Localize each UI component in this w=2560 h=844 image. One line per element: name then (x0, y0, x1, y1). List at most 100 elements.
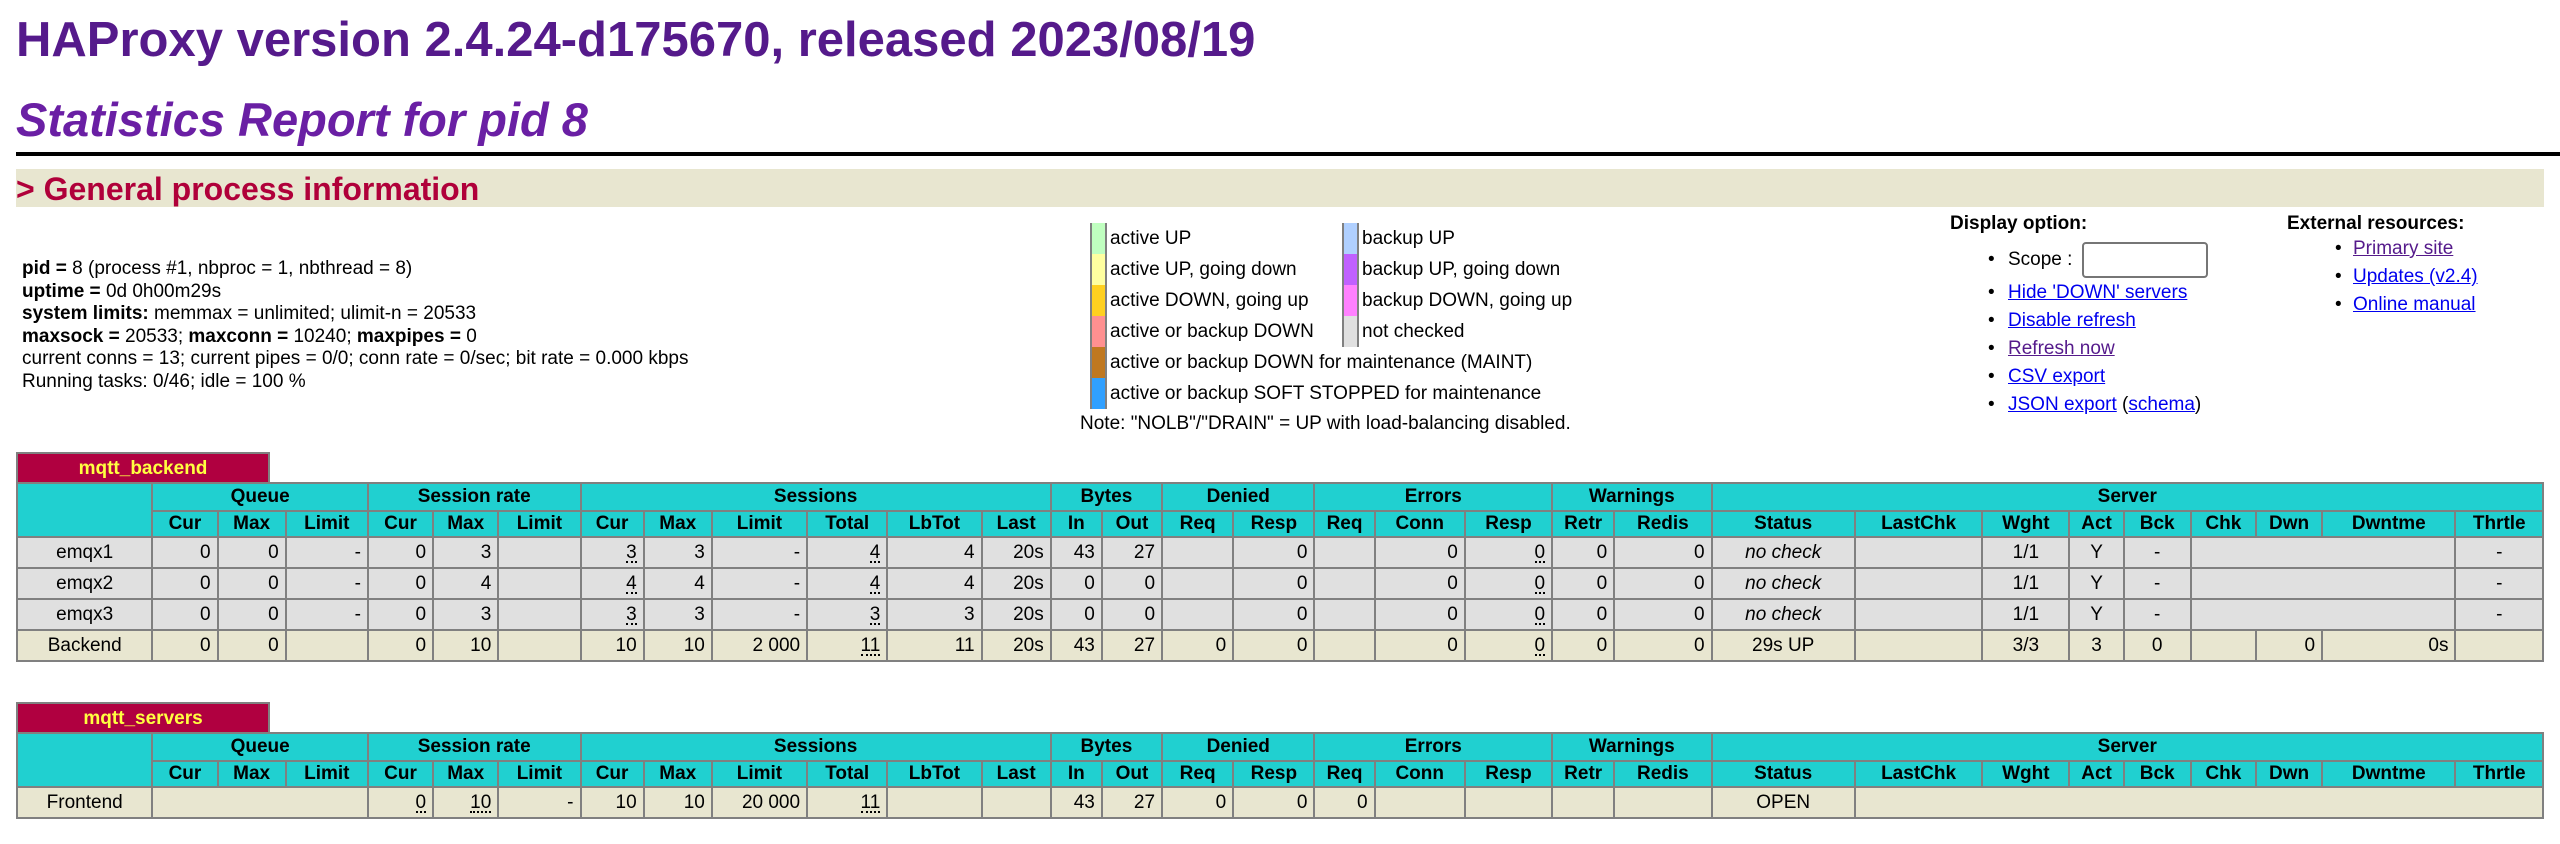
server-empty (1853, 786, 2545, 819)
group-header-server: Server (1710, 482, 2545, 512)
json-export-link[interactable]: JSON export (2008, 394, 2117, 415)
page-title: HAProxy version 2.4.24-d175670, released… (16, 13, 1256, 67)
group-header-session-rate: Session rate (366, 482, 582, 512)
scope-input[interactable] (2081, 241, 2208, 278)
primary-site-link[interactable]: Primary site (2353, 238, 2454, 259)
legend-swatch-icon (1090, 254, 1107, 285)
running-tasks-line: Running tasks: 0/46; idle = 100 % (22, 370, 306, 392)
session-rate-limit (497, 536, 582, 569)
row-name[interactable]: emqx1 (15, 536, 154, 569)
backup: - (2122, 567, 2192, 600)
col-header-req: Req (1313, 510, 1376, 538)
sessions-total: 4 (806, 536, 889, 569)
weight: 1/1 (1981, 536, 2071, 569)
col-header-out: Out (1100, 510, 1164, 538)
sessions-cur-value[interactable]: 3 (626, 541, 637, 563)
server-row: emqx1 0 0-0 3 3 3-4 4 20s 43 27 0 0 0 0 0 no check 1/1 Y -… (15, 536, 2544, 569)
errors-resp-value[interactable]: 0 (1534, 603, 1546, 625)
row-name[interactable]: emqx3 (15, 598, 154, 631)
col-header-max: Max (216, 510, 287, 538)
sessions-total-value[interactable]: 11 (860, 791, 881, 813)
errors-conn: 0 (1373, 629, 1466, 662)
downtime: 0s (2321, 629, 2457, 662)
errors-resp-value[interactable]: 0 (1534, 541, 1546, 563)
online-manual-link[interactable]: Online manual (2353, 294, 2476, 315)
errors-conn: 0 (1373, 567, 1466, 600)
group-header-denied: Denied (1161, 482, 1316, 512)
sessions-total: 11 (806, 629, 889, 662)
col-header-cur: Cur (151, 510, 219, 538)
sessions-lbtot (886, 786, 983, 819)
disable-refresh-link[interactable]: Disable refresh (2008, 310, 2136, 331)
legend-label: active or backup DOWN for maintenance (M… (1110, 352, 1533, 373)
active: Y (2068, 598, 2125, 631)
group-header-errors: Errors (1313, 482, 1554, 512)
col-header-act: Act (2068, 760, 2125, 788)
col-header-lbtot: LbTot (886, 760, 983, 788)
errors-req (1313, 598, 1376, 631)
proxy-name-backend[interactable]: mqtt_backend (16, 452, 270, 483)
warnings-retr: 0 (1551, 567, 1616, 600)
backup: - (2122, 536, 2192, 569)
col-header-status: Status (1710, 510, 1856, 538)
denied-resp: 0 (1232, 629, 1316, 662)
sessions-cur-value[interactable]: 4 (626, 572, 637, 594)
session-rate-max: 4 (432, 567, 500, 600)
lastchk (1853, 629, 1984, 662)
page-subtitle: Statistics Report for pid 8 (16, 93, 588, 146)
updates-link[interactable]: Updates (v2.4) (2353, 266, 2478, 287)
sessions-cur-value[interactable]: 3 (626, 603, 637, 625)
proxy-name-frontend[interactable]: mqtt_servers (16, 702, 270, 733)
errors-resp-value[interactable]: 0 (1534, 572, 1546, 594)
col-header-redis: Redis (1613, 760, 1713, 788)
legend-label: backup UP (1362, 228, 1455, 249)
legend-label: active or backup SOFT STOPPED for mainte… (1110, 383, 1542, 404)
col-header-last: Last (980, 510, 1052, 538)
errors-resp: 0 (1463, 536, 1554, 569)
sessions-total-value[interactable]: 4 (869, 541, 881, 563)
display-options: Display option: Scope : Hide 'DOWN' serv… (1950, 213, 2208, 419)
scope-item: Scope : (1950, 241, 2208, 279)
check-down-downtime (2189, 567, 2457, 600)
sessions-total-value[interactable]: 3 (869, 603, 881, 625)
col-header-limit: Limit (497, 760, 582, 788)
errors-conn (1373, 786, 1466, 819)
syslimits-line: system limits: memmax = unlimited; ulimi… (22, 303, 688, 326)
json-schema-link[interactable]: schema (2128, 394, 2195, 415)
bytes-out: 27 (1100, 629, 1164, 662)
session-rate-limit (497, 629, 582, 662)
external-resources-title: External resources: (2287, 213, 2465, 234)
legend-label: active or backup DOWN (1110, 321, 1314, 342)
sessions-last: 20s (980, 536, 1052, 569)
errors-resp-value[interactable]: 0 (1534, 634, 1546, 656)
lastchk (1853, 536, 1984, 569)
backend-total-row: Backend 0 0 0 10 10 10 2 000 11 11 20s 43 27 0 0 0 0 0 0 29… (15, 629, 2544, 662)
csv-export-link[interactable]: CSV export (2008, 366, 2106, 387)
denied-resp: 0 (1232, 536, 1316, 569)
group-header-bytes: Bytes (1049, 732, 1164, 762)
queue-cur: 0 (151, 567, 219, 600)
legend-label: backup DOWN, going up (1362, 290, 1573, 311)
col-header-retr: Retr (1551, 760, 1616, 788)
col-header-wght: Wght (1981, 510, 2071, 538)
weight: 1/1 (1981, 598, 2071, 631)
session-rate-max: 3 (432, 536, 500, 569)
group-header-bytes: Bytes (1049, 482, 1164, 512)
session-rate-cur: 0 (366, 567, 435, 600)
col-header-dwntme: Dwntme (2321, 760, 2457, 788)
col-header-resp: Resp (1463, 760, 1554, 788)
queue-empty (151, 786, 369, 819)
syslimits-label: system limits: (22, 303, 149, 324)
sessions-total-value[interactable]: 11 (860, 634, 881, 656)
sessions-total-value[interactable]: 4 (869, 572, 881, 594)
col-header-cur: Cur (366, 510, 435, 538)
session-rate-cur: 0 (366, 598, 435, 631)
session-rate-cur-value[interactable]: 0 (415, 791, 427, 813)
session-rate-max-value[interactable]: 10 (470, 791, 492, 813)
throttle (2454, 629, 2544, 662)
refresh-now-link[interactable]: Refresh now (2008, 338, 2115, 359)
row-name[interactable]: emqx2 (15, 567, 154, 600)
col-header-dwn: Dwn (2254, 760, 2324, 788)
queue-limit: - (284, 536, 369, 569)
hide-down-servers-link[interactable]: Hide 'DOWN' servers (2008, 282, 2188, 303)
